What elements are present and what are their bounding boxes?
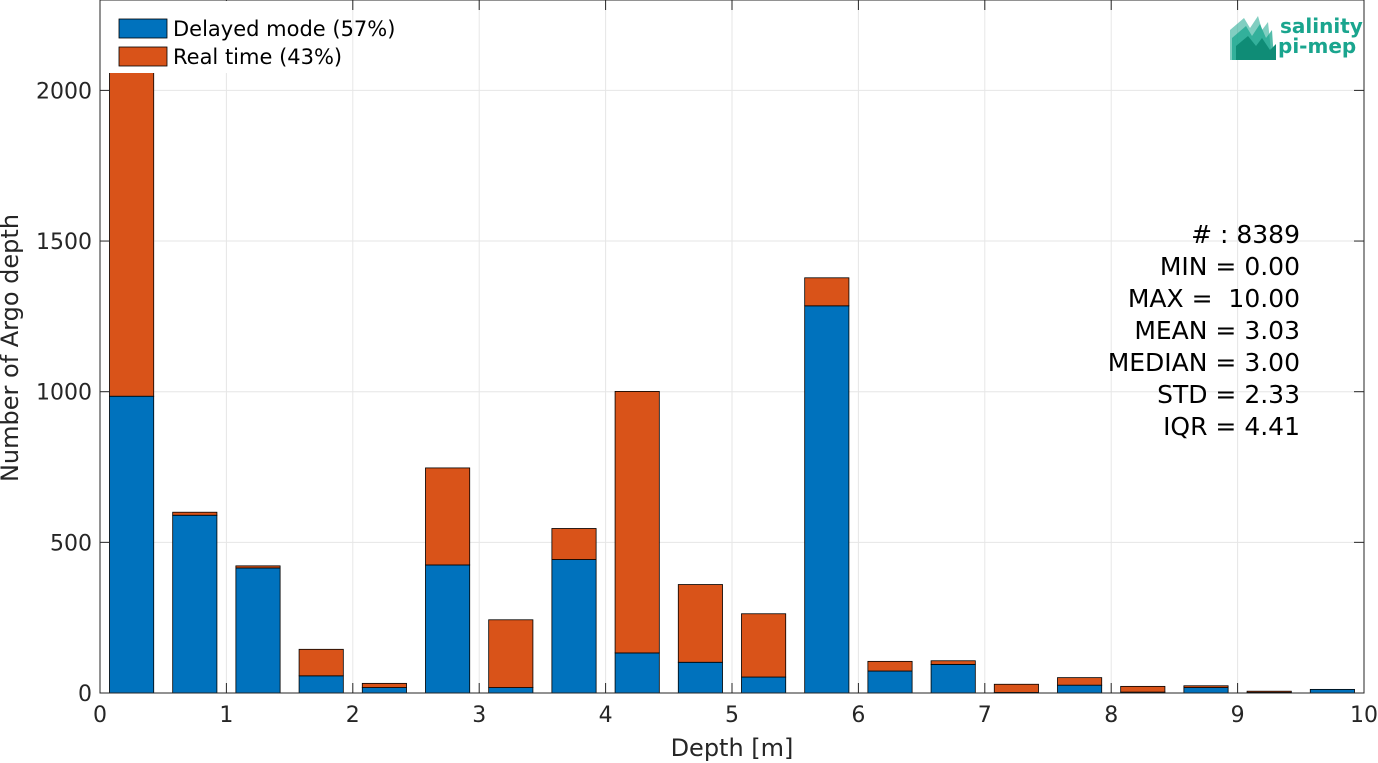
- salinity-pimep-logo: salinity pi-mep: [1230, 14, 1363, 60]
- stats-block: # : 8389 MIN = 0.00 MAX = 10.00 MEAN = 3…: [1108, 220, 1300, 441]
- logo-line1: salinity: [1280, 14, 1363, 38]
- tick-group: 0 1 2 3 4 5 6 7 8 9 10 0 500 1000 1500 2000: [36, 0, 1378, 728]
- legend-swatch-delayed: [118, 18, 168, 39]
- legend-swatch-realtime: [118, 46, 168, 67]
- bar-delayed-mode: [1183, 687, 1229, 694]
- bar-delayed-mode: [361, 687, 407, 694]
- bar-real-time: [677, 584, 723, 663]
- x-tick-label: 3: [472, 703, 486, 728]
- y-axis-label: Number of Argo depth: [0, 214, 24, 482]
- bar-real-time: [361, 682, 407, 688]
- x-tick-label: 0: [93, 703, 107, 728]
- stat-iqr: IQR = 4.41: [1163, 412, 1300, 441]
- x-tick-label: 8: [1104, 703, 1118, 728]
- x-tick-label: 2: [346, 703, 360, 728]
- bar-delayed-mode: [1309, 688, 1355, 694]
- bar-real-time: [488, 619, 534, 688]
- x-tick-label: 9: [1231, 703, 1245, 728]
- logo-line2: pi-mep: [1278, 34, 1356, 58]
- x-axis-label: Depth [m]: [671, 734, 794, 762]
- bar-delayed-mode: [551, 559, 597, 694]
- x-tick-label: 4: [599, 703, 613, 728]
- legend-label-realtime: Real time (43%): [173, 45, 342, 69]
- bar-delayed-mode: [425, 564, 471, 694]
- x-tick-label: 10: [1350, 703, 1378, 728]
- bar-real-time: [614, 390, 660, 654]
- stat-mean: MEAN = 3.03: [1134, 316, 1300, 345]
- y-tick-label: 500: [50, 531, 92, 556]
- bar-delayed-mode: [741, 676, 787, 694]
- x-tick-label: 1: [219, 703, 233, 728]
- bar-real-time: [1183, 685, 1229, 688]
- stat-median: MEDIAN = 3.00: [1108, 348, 1300, 377]
- y-tick-label: 2000: [36, 79, 92, 104]
- bar-real-time: [993, 683, 1039, 693]
- bar-delayed-mode: [867, 670, 913, 694]
- bar-delayed-mode: [488, 687, 534, 694]
- x-tick-label: 7: [978, 703, 992, 728]
- x-tick-label: 6: [851, 703, 865, 728]
- bar-real-time: [741, 613, 787, 678]
- bar-real-time: [172, 511, 218, 516]
- bar-real-time: [551, 528, 597, 560]
- y-tick-label: 0: [78, 682, 92, 707]
- bar-delayed-mode: [614, 652, 660, 694]
- bar-delayed-mode: [804, 305, 850, 694]
- legend-label-delayed: Delayed mode (57%): [173, 17, 395, 41]
- bar-delayed-mode: [677, 661, 723, 694]
- bar-delayed-mode: [235, 567, 281, 694]
- bar-real-time: [930, 660, 976, 665]
- bars-group: [109, 11, 1355, 694]
- wave-logo-icon: [1230, 16, 1276, 60]
- stat-max: MAX = 10.00: [1128, 284, 1300, 313]
- bar-real-time: [867, 660, 913, 672]
- bar-real-time: [235, 565, 281, 569]
- bar-real-time: [804, 277, 850, 307]
- legend: Delayed mode (57%) Real time (43%): [101, 1, 395, 73]
- bar-delayed-mode: [109, 395, 155, 694]
- bar-delayed-mode: [298, 675, 344, 694]
- stat-count: # : 8389: [1191, 220, 1300, 249]
- stat-min: MIN = 0.00: [1160, 252, 1300, 281]
- y-tick-label: 1000: [36, 381, 92, 406]
- bar-real-time: [425, 467, 471, 566]
- bar-delayed-mode: [930, 663, 976, 694]
- x-tick-label: 5: [725, 703, 739, 728]
- y-tick-label: 1500: [36, 230, 92, 255]
- bar-real-time: [298, 648, 344, 677]
- bar-real-time: [1120, 685, 1166, 693]
- stat-std: STD = 2.33: [1157, 380, 1300, 409]
- bar-real-time: [109, 11, 155, 397]
- bar-delayed-mode: [1057, 684, 1103, 694]
- bar-real-time: [1246, 690, 1292, 693]
- bar-delayed-mode: [172, 514, 218, 694]
- bar-real-time: [1057, 677, 1103, 686]
